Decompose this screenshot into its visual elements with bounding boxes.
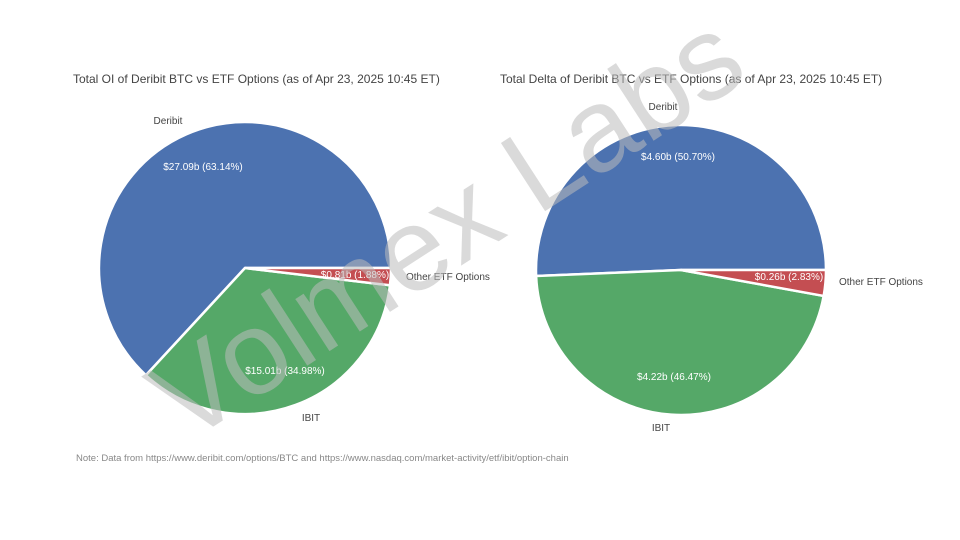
right-chart-title: Total Delta of Deribit BTC vs ETF Option… bbox=[500, 72, 883, 86]
right-value-label: $4.22b (46.47%) bbox=[637, 372, 711, 383]
right-slice-ibit bbox=[534, 268, 825, 417]
left-pie-chart: $27.09b (63.14%) $15.01b (34.98%) $0.81b (… bbox=[97, 116, 490, 424]
right-slice-other-etf-options bbox=[679, 268, 828, 298]
right-category-label: IBIT bbox=[652, 423, 670, 434]
left-slice-ibit bbox=[144, 266, 392, 416]
left-category-label: Other ETF Options bbox=[406, 272, 490, 283]
data-source-note: Note: Data from https://www.deribit.com/… bbox=[76, 453, 569, 464]
left-value-label: $27.09b (63.14%) bbox=[163, 162, 243, 173]
left-slice-deribit bbox=[97, 120, 393, 377]
right-slice-deribit bbox=[534, 123, 828, 278]
left-category-label: IBIT bbox=[302, 413, 320, 424]
left-category-label: Deribit bbox=[154, 116, 183, 127]
right-category-label: Deribit bbox=[649, 102, 678, 113]
left-slice-other-etf-options bbox=[243, 266, 393, 287]
left-chart-title: Total OI of Deribit BTC vs ETF Options (… bbox=[73, 72, 440, 86]
left-value-label: $0.81b (1.88%) bbox=[321, 270, 389, 281]
right-value-label: $0.26b (2.83%) bbox=[755, 272, 823, 283]
right-category-label: Other ETF Options bbox=[839, 277, 923, 288]
left-value-label: $15.01b (34.98%) bbox=[245, 366, 325, 377]
right-value-label: $4.60b (50.70%) bbox=[641, 152, 715, 163]
right-pie-chart: $4.60b (50.70%) $4.22b (46.47%) $0.26b (2.… bbox=[534, 102, 923, 434]
